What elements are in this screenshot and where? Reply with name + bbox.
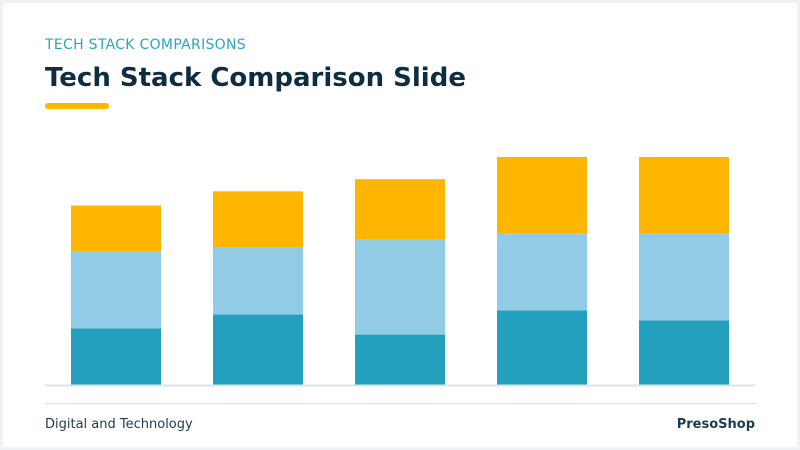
title-underline (45, 103, 109, 109)
footer-divider (45, 403, 757, 404)
bar-segment-5-series-1 (639, 320, 729, 385)
bar-segment-1-series-1 (71, 328, 161, 385)
bar-segment-2-series-2 (213, 247, 303, 315)
slide: TECH STACK COMPARISONS Tech Stack Compar… (3, 3, 797, 447)
bar-segment-4-series-2 (497, 233, 587, 311)
footer-brand: PresoShop (676, 417, 755, 432)
bar-segment-5-series-3 (639, 157, 729, 234)
bar-segment-1-series-3 (71, 205, 161, 252)
footer-category: Digital and Technology (45, 417, 193, 432)
bar-segment-3-series-3 (355, 179, 445, 240)
bar-segment-2-series-1 (213, 314, 303, 385)
bar-segment-1-series-2 (71, 251, 161, 329)
slide-title: Tech Stack Comparison Slide (45, 63, 466, 93)
bar-segment-3-series-1 (355, 334, 445, 385)
slide-eyebrow: TECH STACK COMPARISONS (45, 37, 246, 53)
bar-segment-4-series-1 (497, 310, 587, 385)
bar-segment-4-series-3 (497, 157, 587, 234)
bar-segment-3-series-2 (355, 239, 445, 335)
bar-segment-5-series-2 (639, 233, 729, 321)
stacked-bar-chart (45, 157, 755, 387)
bar-segment-2-series-3 (213, 191, 303, 248)
